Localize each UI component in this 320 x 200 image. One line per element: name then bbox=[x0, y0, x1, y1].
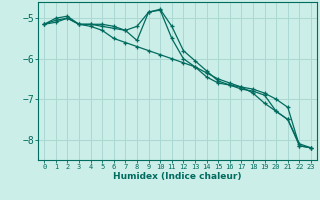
X-axis label: Humidex (Indice chaleur): Humidex (Indice chaleur) bbox=[113, 172, 242, 181]
